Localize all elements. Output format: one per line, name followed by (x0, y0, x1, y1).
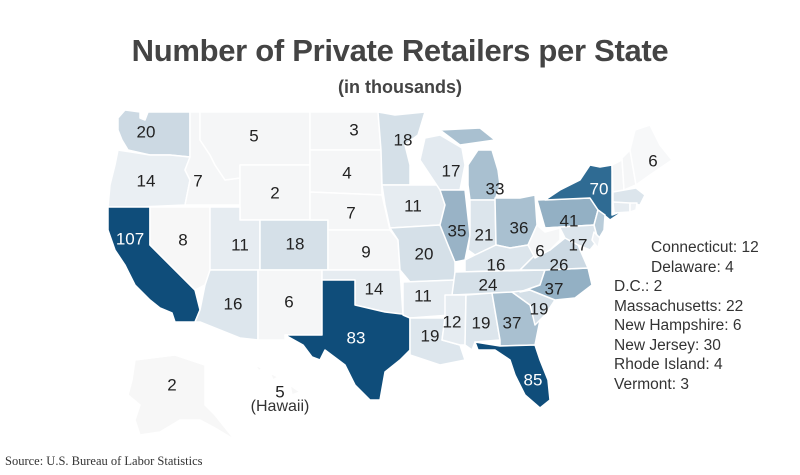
label-pa: 41 (560, 211, 579, 230)
state-texas[interactable] (284, 279, 411, 401)
state-michigan[interactable] (439, 127, 501, 201)
state-minnesota[interactable] (377, 111, 426, 186)
label-ne: 7 (346, 203, 355, 222)
label-ky: 16 (487, 255, 506, 274)
label-sd: 4 (342, 163, 351, 182)
label-in: 21 (475, 225, 494, 244)
label-md: 17 (569, 235, 588, 254)
state-hawaii[interactable] (254, 364, 301, 396)
label-oh: 36 (510, 218, 529, 237)
label-la: 19 (421, 326, 440, 345)
label-ca: 107 (116, 229, 144, 248)
state-north-carolina[interactable] (519, 267, 593, 301)
chart-title: Number of Private Retailers per State (131, 33, 669, 68)
chart-subtitle: (in thousands) (338, 77, 462, 97)
state-west-virginia[interactable] (527, 224, 561, 259)
state-new-york[interactable] (544, 164, 626, 221)
label-nc: 37 (545, 279, 564, 298)
state-rhode-island[interactable] (629, 202, 638, 213)
state-delaware[interactable] (591, 231, 601, 249)
legend-item: Vermont: 3 (614, 375, 689, 393)
legend-item: Connecticut: 12 (651, 239, 759, 256)
label-ga: 37 (503, 313, 522, 332)
label-or: 14 (137, 171, 156, 190)
label-mo: 20 (415, 244, 434, 263)
legend-item: New Jersey: 30 (614, 336, 721, 354)
map-labels: 20 14 107 7 8 5 2 11 18 16 6 3 4 7 9 14 … (116, 120, 658, 401)
label-tx: 83 (347, 328, 366, 347)
label-nv: 8 (178, 230, 187, 249)
label-al: 19 (472, 313, 491, 332)
label-nd: 3 (349, 120, 358, 139)
small-states-legend: Connecticut: 12 Delaware: 4 D.C.: 2 Mass… (614, 238, 759, 394)
state-maine[interactable] (629, 124, 673, 186)
legend-item: New Hampshire: 6 (614, 317, 742, 334)
label-mi: 33 (486, 179, 505, 198)
label-hi: 5 (275, 382, 284, 401)
state-new-jersey[interactable] (593, 209, 606, 241)
legend-item: D.C.: 2 (614, 278, 663, 295)
label-mn: 18 (394, 130, 413, 149)
label-ar: 11 (414, 286, 432, 305)
legend-item: Massachusetts: 22 (614, 297, 744, 315)
label-mt: 5 (249, 126, 258, 145)
legend-item: Delaware: 4 (651, 258, 734, 276)
state-massachusetts[interactable] (612, 187, 646, 206)
label-ok: 14 (365, 279, 384, 298)
label-ia: 11 (404, 196, 422, 215)
label-ut: 11 (231, 235, 249, 254)
label-nm: 6 (284, 292, 293, 311)
label-tn: 24 (479, 275, 498, 294)
label-co: 18 (286, 234, 305, 253)
legend-item: Rhode Island: 4 (614, 356, 723, 373)
label-wy: 2 (270, 183, 279, 202)
label-wv: 6 (535, 241, 544, 260)
state-florida[interactable] (474, 341, 551, 409)
state-illinois[interactable] (439, 189, 471, 263)
label-va: 26 (550, 255, 569, 274)
hawaii-caption: (Hawaii) (250, 398, 310, 415)
label-id: 7 (193, 171, 202, 190)
source-note: Source: U.S. Bureau of Labor Statistics (5, 454, 203, 468)
label-il: 35 (448, 221, 467, 240)
label-ak: 2 (167, 375, 176, 394)
label-az: 16 (224, 294, 243, 313)
label-ms: 12 (443, 312, 462, 331)
label-me: 6 (648, 151, 657, 170)
state-arkansas[interactable] (402, 279, 456, 319)
label-wi: 17 (442, 161, 461, 180)
state-connecticut[interactable] (612, 201, 631, 214)
label-fl: 85 (524, 370, 543, 389)
state-north-dakota[interactable] (309, 111, 382, 151)
state-alaska[interactable] (127, 354, 236, 441)
label-wa: 20 (137, 122, 156, 141)
label-ny: 70 (590, 179, 609, 198)
label-ks: 9 (361, 242, 370, 261)
label-sc: 19 (530, 299, 549, 318)
